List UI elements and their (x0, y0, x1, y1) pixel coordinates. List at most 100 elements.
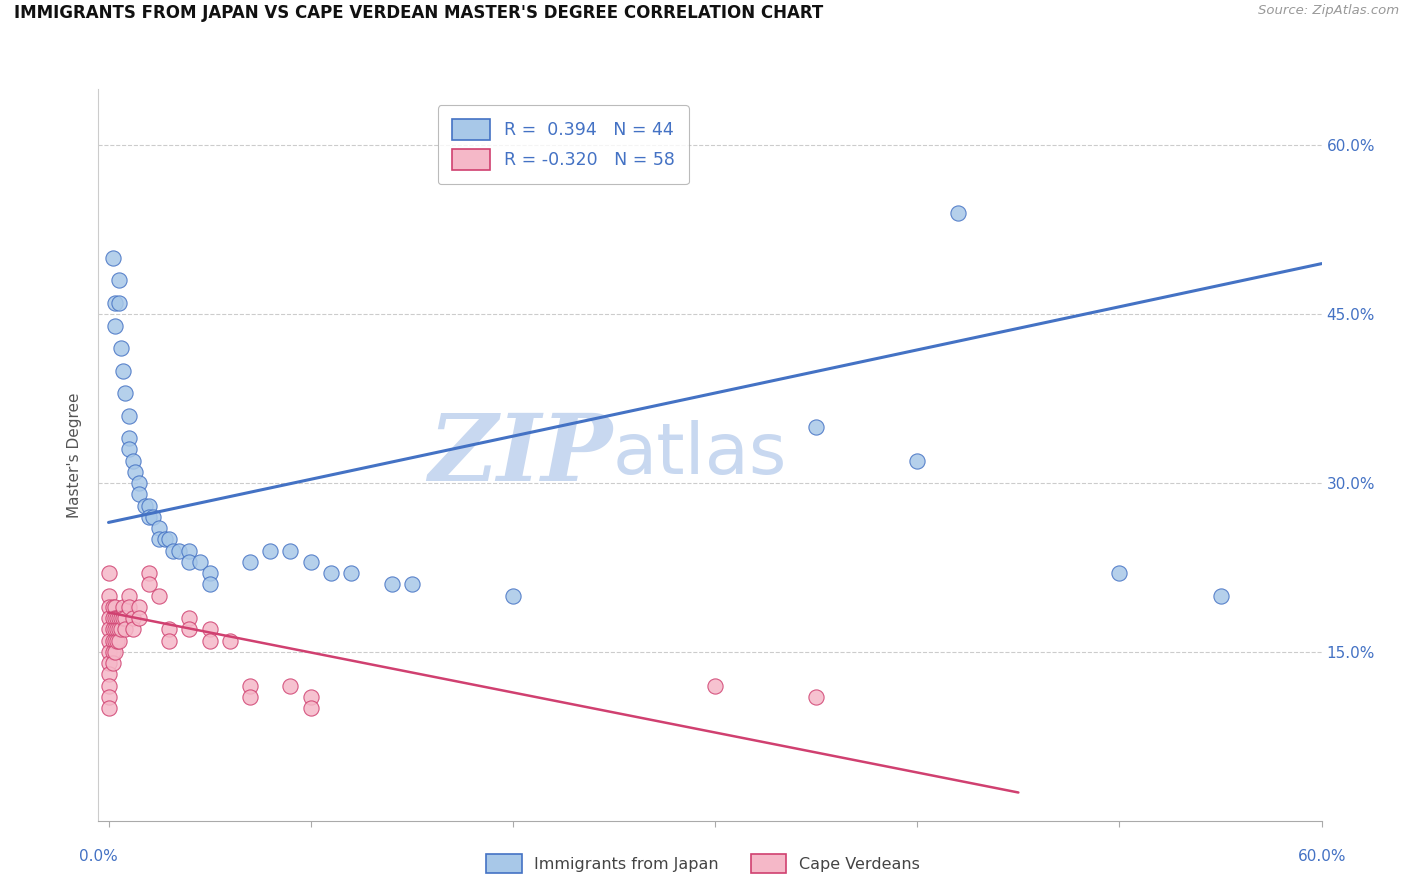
Point (198, 577, 221, 591)
Point (198, 566, 221, 580)
Point (128, 611, 150, 625)
Point (101, 645, 124, 659)
Point (138, 509, 160, 524)
Point (169, 543, 191, 558)
Point (97, 679, 120, 693)
Point (340, 566, 363, 580)
Point (905, 453, 928, 467)
Point (97, 667, 120, 681)
Point (198, 623, 221, 637)
Point (118, 599, 141, 614)
Point (114, 386, 136, 401)
Point (162, 543, 184, 558)
Point (101, 623, 124, 637)
Point (128, 599, 150, 614)
Point (804, 690, 827, 704)
Point (101, 633, 124, 648)
Point (319, 566, 342, 580)
Point (101, 251, 124, 265)
Point (157, 633, 180, 648)
Point (105, 623, 128, 637)
Point (121, 453, 143, 467)
Text: atlas: atlas (612, 420, 786, 490)
Point (704, 679, 727, 693)
Point (138, 566, 160, 580)
Point (97, 589, 120, 603)
Point (118, 431, 141, 445)
Point (111, 611, 134, 625)
Point (179, 555, 201, 569)
Point (148, 533, 170, 547)
Point (104, 318, 127, 333)
Point (104, 633, 127, 648)
Point (299, 555, 322, 569)
Point (128, 476, 150, 491)
Point (107, 296, 129, 310)
Point (114, 623, 136, 637)
Text: Source: ZipAtlas.com: Source: ZipAtlas.com (1258, 4, 1399, 18)
Point (111, 599, 134, 614)
Point (502, 589, 524, 603)
Point (110, 341, 132, 355)
Legend: Immigrants from Japan, Cape Verdeans: Immigrants from Japan, Cape Verdeans (479, 847, 927, 880)
Point (142, 509, 165, 524)
Point (97, 656, 120, 670)
Point (1209, 589, 1232, 603)
Point (110, 611, 132, 625)
Point (97, 633, 120, 648)
Text: 0.0%: 0.0% (79, 849, 118, 863)
Point (299, 690, 322, 704)
Point (97, 599, 120, 614)
Point (239, 555, 262, 569)
Point (299, 701, 322, 715)
Point (107, 633, 129, 648)
Point (148, 521, 170, 535)
Legend: R =  0.394   N = 44, R = -0.320   N = 58: R = 0.394 N = 44, R = -0.320 N = 58 (437, 105, 689, 184)
Point (179, 611, 201, 625)
Point (97, 701, 120, 715)
Point (157, 623, 180, 637)
Point (101, 611, 124, 625)
Point (381, 577, 404, 591)
Point (97, 611, 120, 625)
Point (107, 611, 129, 625)
Point (138, 577, 160, 591)
Point (107, 273, 129, 287)
Point (121, 623, 143, 637)
Point (157, 533, 180, 547)
Point (124, 465, 146, 479)
Point (105, 611, 128, 625)
Point (804, 419, 827, 434)
Point (138, 499, 160, 513)
Point (105, 633, 128, 648)
Point (97, 690, 120, 704)
Point (118, 442, 141, 457)
Point (280, 679, 302, 693)
Point (946, 206, 969, 220)
Point (104, 623, 127, 637)
Point (153, 533, 176, 547)
Point (239, 679, 262, 693)
Point (401, 577, 423, 591)
Point (134, 499, 156, 513)
Text: ZIP: ZIP (427, 410, 612, 500)
Point (110, 623, 132, 637)
Point (111, 363, 134, 377)
Point (121, 611, 143, 625)
Point (101, 599, 124, 614)
Point (118, 589, 141, 603)
Text: 60.0%: 60.0% (1298, 849, 1346, 863)
Point (97, 566, 120, 580)
Point (198, 633, 221, 648)
Point (101, 656, 124, 670)
Point (280, 543, 302, 558)
Point (179, 543, 201, 558)
Point (1108, 566, 1130, 580)
Point (104, 645, 127, 659)
Point (148, 589, 170, 603)
Point (114, 611, 136, 625)
Point (97, 645, 120, 659)
Point (104, 611, 127, 625)
Point (128, 487, 150, 501)
Point (97, 623, 120, 637)
